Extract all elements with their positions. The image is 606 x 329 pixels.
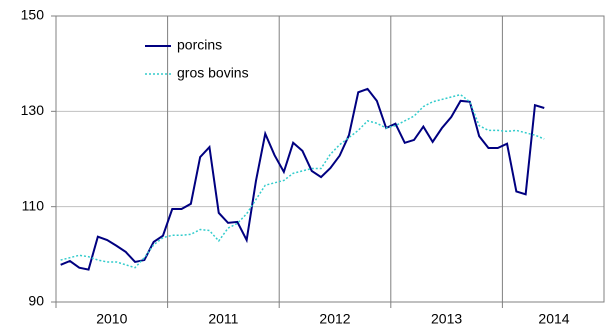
plot-frame <box>55 15 605 303</box>
series-line <box>60 87 545 271</box>
series-line <box>60 93 545 269</box>
legend-label: gros bovins <box>177 65 249 81</box>
y-tick-label: 150 <box>21 7 45 23</box>
x-tick-label: 2014 <box>538 311 569 327</box>
x-tick-label: 2011 <box>208 311 238 327</box>
y-tick-label: 130 <box>21 102 45 118</box>
x-tick-label: 2012 <box>319 311 350 327</box>
y-tick-label: 90 <box>28 293 44 309</box>
x-tick-label: 2013 <box>431 311 462 327</box>
legend-label: porcins <box>177 37 222 53</box>
y-tick-label: 110 <box>22 197 45 213</box>
x-tick-label: 2010 <box>96 311 127 327</box>
